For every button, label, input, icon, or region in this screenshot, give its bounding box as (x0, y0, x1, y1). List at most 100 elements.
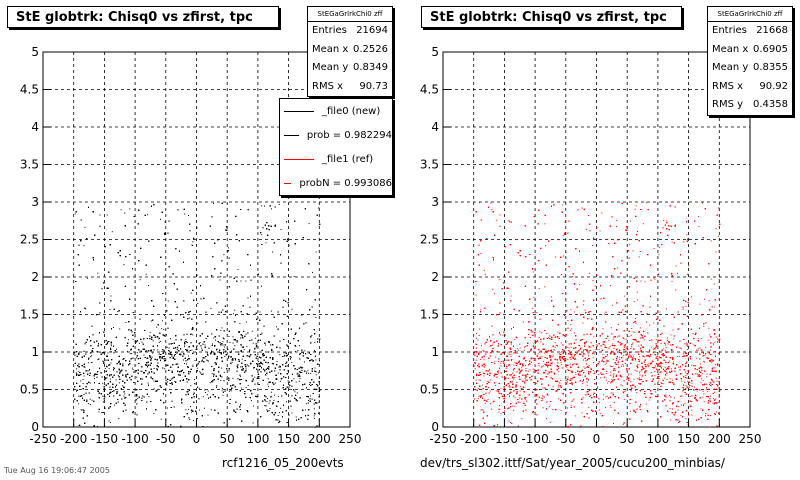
data-point (206, 352, 208, 354)
data-point (222, 344, 224, 346)
data-point (228, 247, 229, 249)
data-point (196, 367, 198, 369)
data-point (219, 279, 221, 281)
data-point (264, 405, 266, 407)
data-point (295, 345, 297, 347)
data-point (228, 370, 230, 372)
data-point (159, 340, 161, 342)
data-point (78, 370, 80, 372)
data-point (148, 285, 149, 287)
data-point (285, 392, 287, 394)
data-point (251, 330, 253, 332)
data-point (311, 335, 313, 336)
data-point (153, 413, 155, 414)
data-point (84, 366, 86, 368)
data-point (192, 334, 194, 336)
data-point (291, 308, 293, 310)
data-point (279, 365, 281, 367)
data-point (318, 372, 320, 374)
data-point (192, 241, 194, 243)
data-point (298, 345, 300, 347)
data-point (75, 372, 77, 374)
data-point (315, 359, 317, 361)
data-point (137, 398, 139, 400)
data-point (138, 342, 140, 344)
data-point (240, 375, 242, 377)
data-point (222, 387, 223, 389)
data-point (160, 418, 162, 420)
data-point (266, 401, 268, 403)
data-point (82, 379, 84, 380)
data-point (156, 368, 158, 369)
data-point (150, 320, 152, 322)
data-point (207, 354, 209, 356)
data-point (97, 272, 99, 274)
data-point (315, 317, 317, 318)
data-point (78, 403, 80, 405)
data-point (100, 371, 102, 373)
data-point (313, 350, 315, 352)
data-point (99, 351, 101, 353)
data-point (126, 350, 128, 352)
data-point (97, 359, 99, 361)
data-point (109, 406, 111, 408)
data-point (273, 394, 275, 396)
data-point (193, 346, 195, 348)
data-point (198, 387, 200, 389)
data-point (192, 364, 194, 366)
data-point (131, 353, 133, 354)
data-point (286, 401, 287, 403)
data-point (180, 426, 182, 428)
data-point (139, 279, 141, 281)
data-point (304, 409, 306, 411)
data-point (80, 380, 82, 382)
data-point (101, 412, 103, 413)
data-point (87, 403, 89, 405)
data-point (314, 341, 316, 343)
data-point (151, 357, 153, 359)
data-point (274, 382, 276, 384)
data-point (114, 404, 116, 406)
data-point (166, 384, 168, 386)
data-point (221, 367, 223, 369)
data-point (136, 376, 138, 378)
data-point (184, 340, 186, 342)
data-point (188, 408, 190, 410)
data-point (319, 360, 320, 362)
data-point (145, 273, 147, 275)
data-point (109, 378, 111, 380)
data-point (270, 391, 272, 393)
data-point (267, 383, 269, 385)
data-point (266, 409, 268, 411)
data-point (185, 409, 187, 411)
data-point (242, 369, 244, 371)
data-point (234, 345, 236, 347)
data-point (286, 365, 288, 367)
data-point (161, 328, 163, 330)
data-point (308, 372, 309, 374)
data-point (264, 400, 266, 402)
data-point (104, 311, 106, 313)
data-point (197, 322, 199, 324)
data-point (271, 362, 273, 364)
data-point (214, 345, 216, 347)
data-point (186, 342, 188, 343)
data-point (83, 245, 85, 247)
data-point (245, 333, 247, 335)
data-point (150, 376, 152, 378)
data-point (154, 335, 156, 336)
data-point (191, 349, 193, 351)
data-point (265, 242, 267, 244)
data-point (294, 391, 296, 393)
data-point (295, 416, 297, 418)
data-point (280, 407, 282, 409)
scatter-points (73, 202, 321, 428)
data-point (254, 376, 256, 378)
data-point (213, 374, 215, 376)
data-point (167, 300, 169, 302)
data-point (312, 271, 313, 273)
data-point (148, 396, 150, 398)
data-point (189, 419, 191, 420)
data-point (267, 378, 269, 380)
data-point (196, 348, 198, 350)
